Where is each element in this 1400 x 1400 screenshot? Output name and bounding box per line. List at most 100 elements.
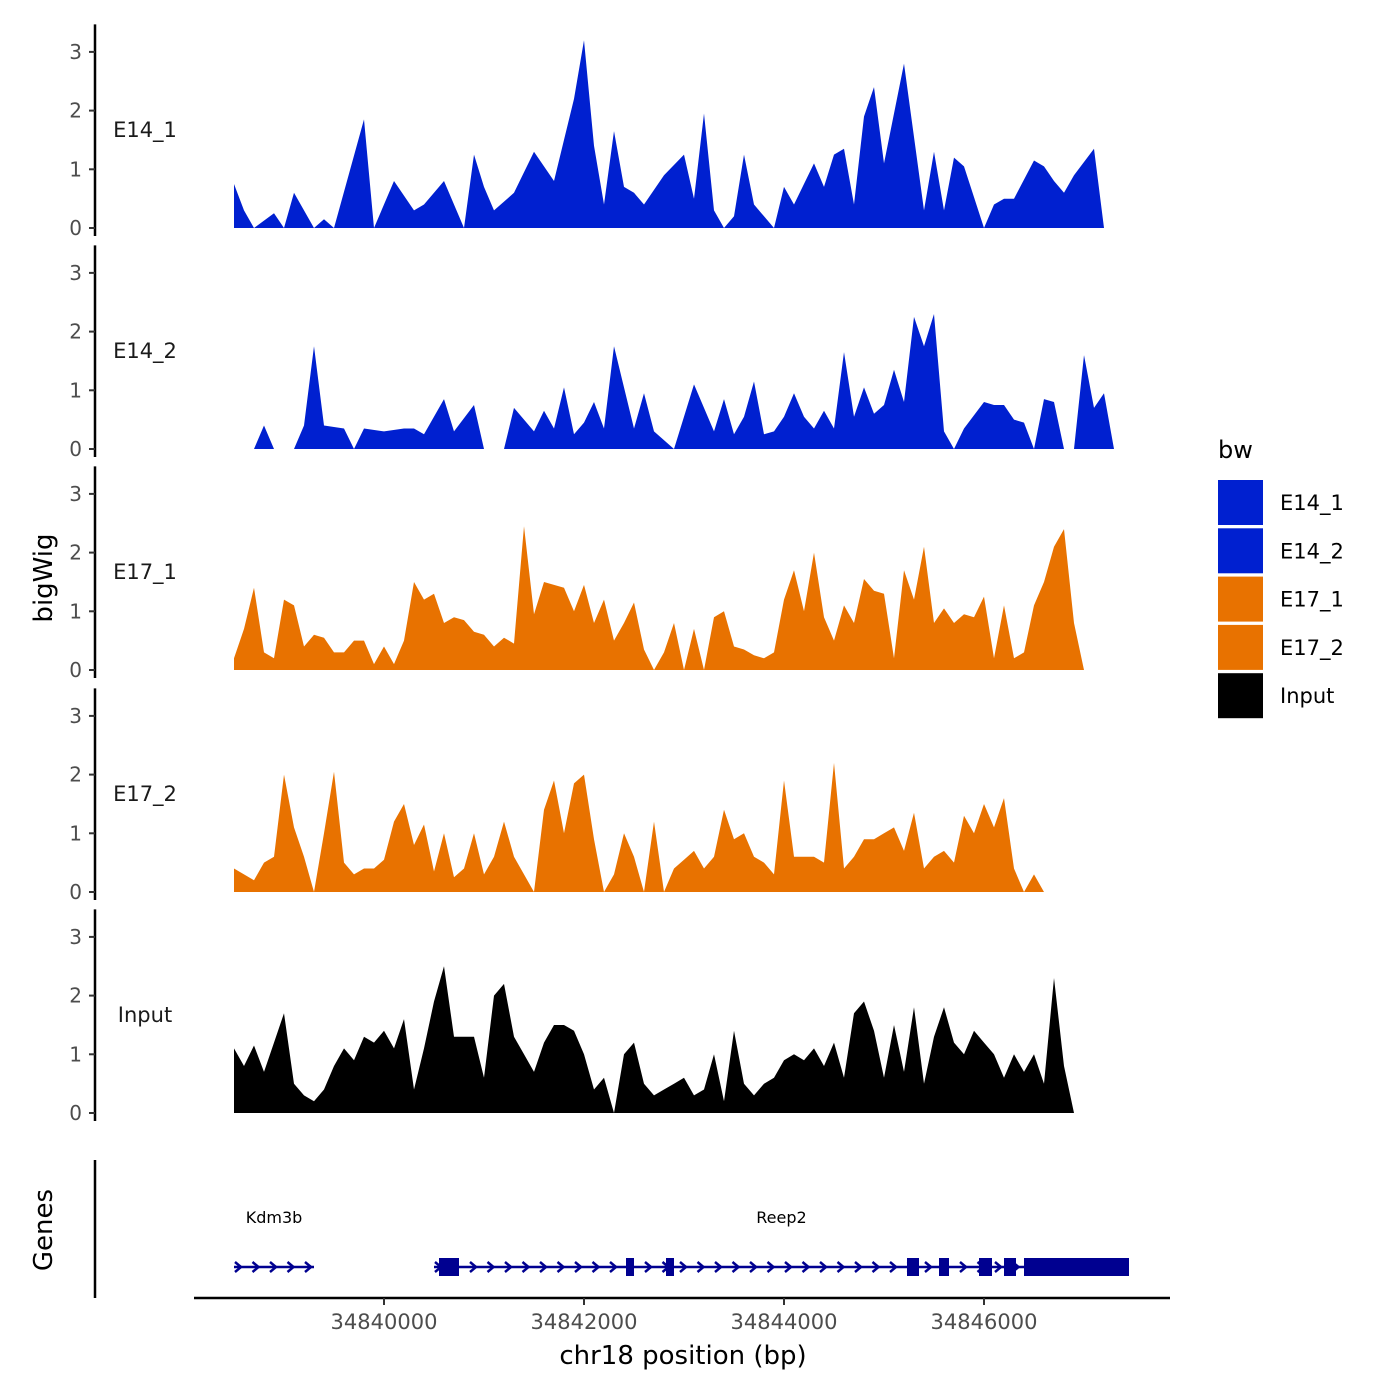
- track-Input: 0 1 2 3 Input: [69, 909, 1124, 1125]
- legend-key-Input: [1218, 673, 1263, 719]
- exon: [939, 1258, 949, 1276]
- legend-label: E14_2: [1280, 539, 1344, 564]
- legend: bw E14_1 E14_2 E17_1 E17_2 Input: [1218, 436, 1344, 719]
- gene-label: Reep2: [756, 1208, 806, 1227]
- strand-arrow: [539, 1261, 548, 1273]
- strand-arrow: [994, 1261, 1003, 1273]
- strand-arrow: [801, 1261, 811, 1273]
- strand-arrow: [819, 1261, 828, 1273]
- strand-arrow: [784, 1261, 793, 1273]
- y-tick-label: 2: [69, 541, 82, 565]
- legend-label: E17_2: [1280, 636, 1344, 661]
- y-tick-label: 0: [69, 437, 82, 461]
- x-tick-label: 34840000: [331, 1310, 438, 1334]
- strand-arrow: [609, 1261, 618, 1273]
- y-tick-label: 2: [69, 984, 82, 1008]
- strand-arrow: [486, 1261, 496, 1273]
- signal-area: [234, 526, 1124, 670]
- strand-arrow: [521, 1261, 531, 1273]
- signal-area: [234, 40, 1124, 229]
- y-tick-label: 1: [69, 157, 82, 181]
- bigwig-tracks: 0 1 2 3 E14_1 0 1 2 3 E14_2 0 1 2 3 E17_1 0 1 2 3 E17_2 0 1 2 3…: [69, 24, 1124, 1125]
- exon: [666, 1258, 674, 1276]
- exon: [1024, 1258, 1129, 1276]
- strand-arrow: [871, 1261, 881, 1273]
- strand-arrow: [836, 1261, 846, 1273]
- legend-label: E14_1: [1280, 491, 1344, 516]
- track-label: Input: [118, 1003, 172, 1027]
- legend-key-E17_1: [1218, 576, 1263, 622]
- strand-arrow: [591, 1261, 601, 1273]
- strand-arrow: [269, 1261, 278, 1273]
- strand-arrow: [234, 1261, 243, 1273]
- y-tick-label: 0: [69, 216, 82, 240]
- legend-label: E17_1: [1280, 588, 1344, 613]
- strand-arrow: [644, 1261, 653, 1273]
- signal-area: [234, 966, 1124, 1113]
- strand-arrow: [304, 1261, 313, 1273]
- y-tick-label: 2: [69, 99, 82, 123]
- x-tick-label: 34846000: [931, 1310, 1038, 1334]
- strand-arrow: [714, 1261, 723, 1273]
- strand-arrow: [959, 1261, 968, 1273]
- gene-label: Kdm3b: [246, 1208, 303, 1227]
- signal-area: [234, 762, 1124, 892]
- strand-arrow: [679, 1261, 688, 1273]
- y-tick-label: 1: [69, 378, 82, 402]
- legend-key-E14_2: [1218, 528, 1263, 574]
- strand-arrow: [574, 1261, 583, 1273]
- legend-title: bw: [1218, 436, 1253, 464]
- track-E17_2: 0 1 2 3 E17_2: [69, 688, 1124, 904]
- y-tick-label: 0: [69, 1101, 82, 1125]
- exon: [979, 1258, 992, 1276]
- strand-arrow: [286, 1261, 296, 1273]
- genes-track: Kdm3b Reep2: [93, 1160, 1129, 1298]
- y-axis-title: bigWig: [29, 533, 59, 622]
- x-tick-label: 34844000: [731, 1310, 838, 1334]
- y-tick-label: 0: [69, 658, 82, 682]
- y-tick-label: 1: [69, 821, 82, 845]
- strand-arrow: [766, 1261, 776, 1273]
- genes-track-title: Genes: [29, 1189, 59, 1271]
- x-axis-title: chr18 position (bp): [559, 1341, 806, 1371]
- track-E17_1: 0 1 2 3 E17_1: [69, 466, 1124, 682]
- track-label: E14_2: [113, 339, 177, 364]
- y-tick-label: 0: [69, 880, 82, 904]
- strand-arrow: [854, 1261, 863, 1273]
- y-tick-label: 3: [69, 925, 82, 949]
- signal-area: [254, 314, 1124, 449]
- exon: [626, 1258, 634, 1276]
- strand-arrow: [731, 1261, 741, 1273]
- track-label: E17_2: [113, 782, 177, 807]
- strand-arrow: [469, 1261, 478, 1273]
- track-E14_1: 0 1 2 3 E14_1: [69, 24, 1124, 240]
- legend-label: Input: [1280, 684, 1334, 708]
- strand-arrow: [556, 1261, 566, 1273]
- y-tick-label: 2: [69, 320, 82, 344]
- strand-arrow: [749, 1261, 758, 1273]
- y-tick-label: 3: [69, 261, 82, 285]
- strand-arrow: [889, 1261, 898, 1273]
- exon: [907, 1258, 919, 1276]
- y-tick-label: 1: [69, 599, 82, 623]
- exon: [1004, 1258, 1016, 1276]
- gene-Kdm3b: Kdm3b: [234, 1208, 314, 1273]
- track-label: E14_1: [113, 118, 177, 143]
- gene-Reep2: Reep2: [434, 1208, 1129, 1276]
- x-axis: 34840000 34842000 34844000 34846000: [194, 1296, 1170, 1334]
- y-tick-label: 3: [69, 40, 82, 64]
- legend-key-E14_1: [1218, 480, 1263, 525]
- y-tick-label: 1: [69, 1042, 82, 1066]
- legend-key-E17_2: [1218, 624, 1263, 670]
- track-E14_2: 0 1 2 3 E14_2: [69, 245, 1124, 461]
- y-tick-label: 2: [69, 763, 82, 787]
- exon: [439, 1258, 459, 1276]
- strand-arrow: [924, 1261, 933, 1273]
- x-tick-label: 34842000: [531, 1310, 638, 1334]
- strand-arrow: [251, 1261, 261, 1273]
- strand-arrow: [696, 1261, 706, 1273]
- y-tick-label: 3: [69, 482, 82, 506]
- track-label: E17_1: [113, 560, 177, 585]
- y-tick-label: 3: [69, 704, 82, 728]
